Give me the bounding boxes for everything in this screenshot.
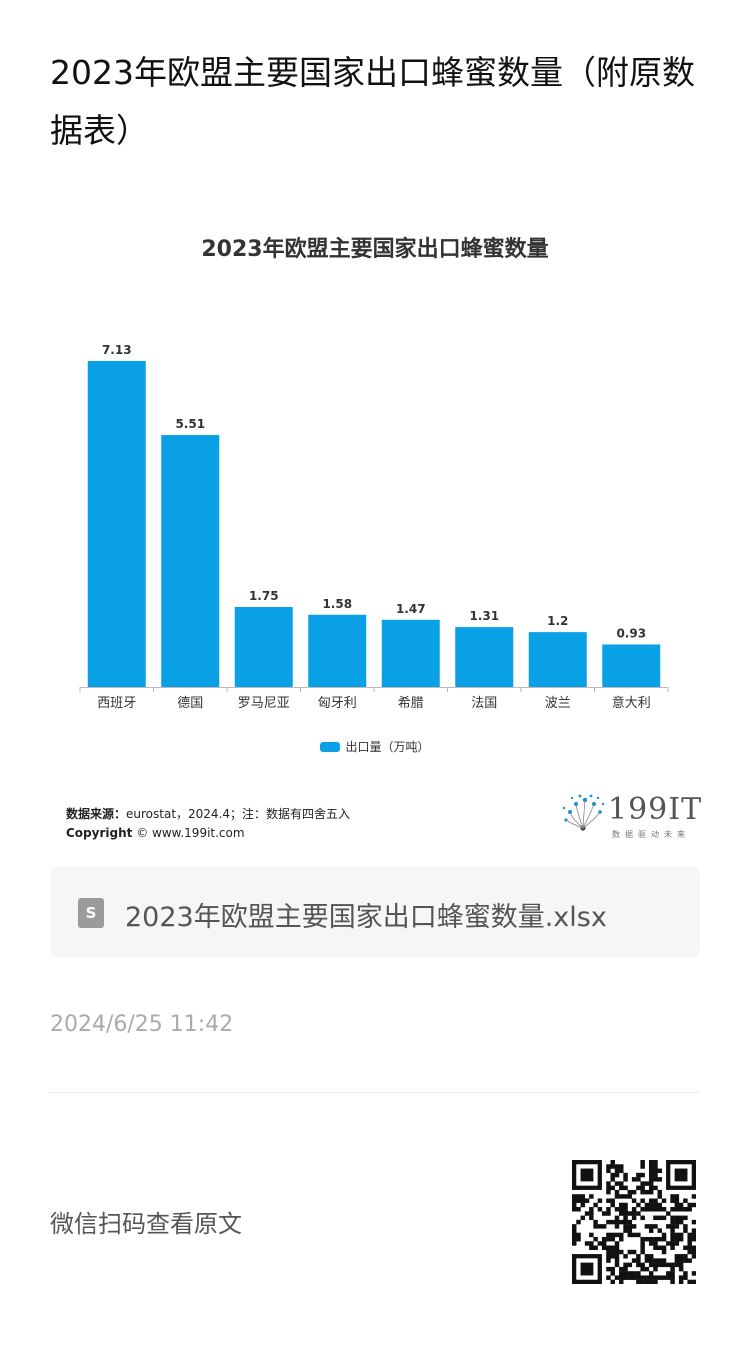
bar-3 (308, 614, 367, 687)
category-label-7: 意大利 (612, 695, 651, 711)
category-label-3: 匈牙利 (318, 696, 357, 711)
source-text: eurostat，2024.4；注：数据有四舍五入 (126, 807, 351, 821)
category-label-4: 希腊 (398, 696, 424, 711)
category-label-1: 德国 (177, 696, 203, 711)
source-label: 数据来源： (66, 807, 127, 821)
attachment-file-name[interactable]: 2023年欧盟主要国家出口蜂蜜数量.xlsx (125, 902, 607, 933)
attachment-card[interactable]: S 2023年欧盟主要国家出口蜂蜜数量.xlsx (50, 866, 700, 958)
qr-finder-pattern (580, 1168, 594, 1182)
page-title: 2023年欧盟主要国家出口蜂蜜数量（附原数据表） (50, 53, 695, 150)
spreadsheet-file-icon: S (78, 898, 104, 928)
data-label-5: 1.31 (469, 609, 499, 623)
category-label-0: 西班牙 (97, 696, 136, 711)
logo-burst-icon (562, 794, 605, 831)
data-label-6: 1.2 (547, 614, 568, 628)
bar-4 (381, 619, 440, 687)
qr-finder-pattern (674, 1168, 688, 1182)
logo-text: 199IT (608, 792, 703, 827)
data-label-1: 5.51 (175, 417, 205, 431)
bar-2 (234, 606, 293, 687)
legend-swatch (320, 741, 341, 752)
copyright-text: © www.199it.com (136, 826, 245, 840)
copyright-label: Copyright (66, 826, 133, 840)
bar-1 (161, 435, 220, 687)
chart-legend: 出口量（万吨） (50, 738, 700, 755)
199it-logo: 199IT 数据驱动未来 (558, 790, 701, 845)
legend-label: 出口量（万吨） (345, 740, 430, 754)
qr-code[interactable] (572, 1160, 696, 1284)
chart-copyright: Copyright © www.199it.com (66, 826, 245, 840)
chart-title: 2023年欧盟主要国家出口蜂蜜数量 (201, 237, 549, 262)
category-label-6: 波兰 (545, 696, 571, 711)
data-label-0: 7.13 (102, 343, 132, 357)
divider (50, 1092, 700, 1093)
category-label-5: 法国 (471, 696, 497, 711)
bar-7 (602, 644, 661, 687)
bar-chart: 7.13 西班牙 5.51 德国 1.75 罗马尼亚 1.58 匈牙利 1.47 希腊 1.31 法国… (79, 343, 669, 711)
scan-prompt: 微信扫码查看原文 (50, 1210, 242, 1238)
chart-source: 数据来源：eurostat，2024.4；注：数据有四舍五入 (66, 805, 350, 822)
publish-timestamp: 2024/6/25 11:42 (50, 1012, 234, 1037)
data-label-2: 1.75 (249, 589, 279, 603)
data-label-3: 1.58 (322, 597, 352, 611)
qr-finder-pattern (580, 1262, 594, 1276)
bar-5 (455, 627, 514, 687)
data-label-4: 1.47 (396, 602, 426, 616)
chart-image: 7.13 西班牙 5.51 德国 1.75 罗马尼亚 1.58 匈牙利 1.47 希腊 1.31 法国… (50, 205, 701, 855)
data-label-7: 0.93 (616, 626, 646, 640)
bar-0 (87, 361, 146, 687)
logo-subtitle: 数据驱动未来 (612, 830, 690, 839)
category-label-2: 罗马尼亚 (238, 696, 290, 711)
bar-6 (528, 632, 587, 687)
